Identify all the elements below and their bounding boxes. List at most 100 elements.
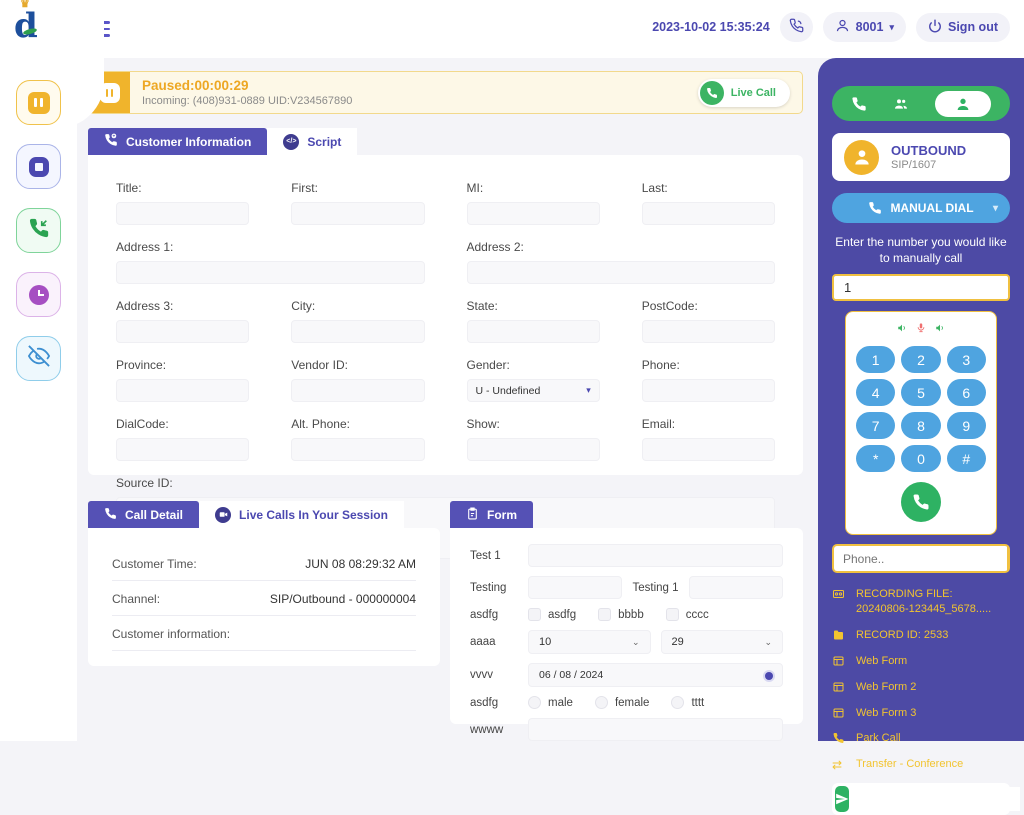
speaker-left-icon[interactable] bbox=[897, 320, 907, 338]
testing1-label: Testing 1 bbox=[632, 581, 679, 594]
test1-field[interactable] bbox=[528, 544, 783, 567]
web-form-2-link[interactable]: Web Form 2 bbox=[832, 680, 1010, 695]
select-second[interactable]: 29 ⌄ bbox=[660, 630, 783, 654]
dialcode-field[interactable] bbox=[116, 438, 250, 461]
dialpad-key-4[interactable]: 4 bbox=[856, 379, 896, 407]
phone-field[interactable] bbox=[641, 379, 775, 402]
dialpad-key-8[interactable]: 8 bbox=[901, 412, 941, 440]
title-label: Title: bbox=[116, 181, 142, 195]
dialpad-key-7[interactable]: 7 bbox=[856, 412, 896, 440]
city-field[interactable] bbox=[291, 320, 425, 343]
address3-field[interactable] bbox=[116, 320, 250, 343]
web-form-icon bbox=[832, 707, 846, 719]
radio-tttt[interactable] bbox=[671, 696, 685, 709]
select-group-label: aaaa bbox=[470, 636, 496, 648]
stop-recording-button[interactable] bbox=[16, 144, 61, 189]
testing-label: Testing bbox=[470, 581, 507, 594]
live-call-phone-icon bbox=[699, 81, 724, 105]
email-label: Email: bbox=[641, 417, 676, 431]
speaker-mute-button[interactable] bbox=[1009, 546, 1010, 571]
postcode-field[interactable] bbox=[641, 320, 775, 343]
phone-icon bbox=[913, 494, 929, 510]
hide-customer-button[interactable] bbox=[16, 336, 61, 381]
show-field[interactable] bbox=[466, 438, 600, 461]
pause-icon bbox=[27, 91, 50, 114]
incoming-call-button[interactable] bbox=[16, 208, 61, 253]
state-field[interactable] bbox=[466, 320, 600, 343]
dialpad-key-3[interactable]: 3 bbox=[946, 346, 986, 374]
pause-button[interactable] bbox=[16, 80, 61, 125]
checkbox-label: asdfg bbox=[548, 608, 577, 621]
web-form-link[interactable]: Web Form bbox=[832, 654, 1010, 669]
speaker-right-icon[interactable] bbox=[935, 320, 945, 338]
speaker-icon bbox=[1009, 552, 1010, 565]
tab-customer-information[interactable]: Customer Information bbox=[88, 128, 268, 155]
radio-label: female bbox=[614, 696, 650, 709]
live-call-badge[interactable]: Live Call bbox=[697, 79, 790, 107]
send-button[interactable] bbox=[835, 786, 849, 813]
dialpad-key-6[interactable]: 6 bbox=[946, 379, 986, 407]
date-field[interactable]: 06 / 08 / 2024 bbox=[528, 663, 783, 687]
vendor-id-field[interactable] bbox=[291, 379, 425, 402]
web-form-3-link[interactable]: Web Form 3 bbox=[832, 706, 1010, 721]
call-history-button[interactable] bbox=[16, 272, 61, 317]
microphone-icon[interactable] bbox=[916, 320, 926, 338]
tab-script[interactable]: </> Script bbox=[267, 128, 358, 155]
manual-dial-dropdown[interactable]: MANUAL DIAL ▾ bbox=[832, 193, 1010, 223]
select-first[interactable]: 10 ⌄ bbox=[528, 630, 651, 654]
live-call-label: Live Call bbox=[730, 87, 776, 99]
testing-field[interactable] bbox=[528, 576, 623, 599]
dialpad-key-star[interactable]: * bbox=[856, 445, 896, 473]
call-button[interactable] bbox=[901, 482, 941, 523]
dialpad-key-5[interactable]: 5 bbox=[901, 379, 941, 407]
phone-mode-button[interactable] bbox=[851, 96, 867, 112]
checkbox-asdfg[interactable] bbox=[528, 608, 541, 621]
province-field[interactable] bbox=[116, 379, 250, 402]
tab-form[interactable]: Form bbox=[450, 501, 533, 528]
email-field[interactable] bbox=[641, 438, 775, 461]
row-label: Customer Time: bbox=[112, 557, 197, 571]
dialpad-key-9[interactable]: 9 bbox=[946, 412, 986, 440]
gender-select[interactable]: U - Undefined ▾ bbox=[466, 379, 600, 402]
address2-field[interactable] bbox=[466, 261, 775, 284]
agent-extension-menu[interactable]: 8001 ▾ bbox=[822, 12, 906, 42]
transfer-conference-link[interactable]: ⇄ Transfer - Conference bbox=[832, 757, 1010, 772]
paper-plane-icon bbox=[836, 794, 849, 805]
link-label: Park Call bbox=[856, 732, 901, 745]
dialpad-key-hash[interactable]: # bbox=[946, 445, 986, 473]
phone-search-input[interactable] bbox=[834, 546, 1007, 572]
title-field[interactable] bbox=[116, 202, 250, 225]
sign-out-button[interactable]: Sign out bbox=[916, 12, 1010, 42]
tab-call-detail[interactable]: Call Detail bbox=[88, 501, 200, 528]
dial-instruction: Enter the number you would like to manua… bbox=[835, 235, 1007, 266]
recording-file-link[interactable]: RECORDING FILE: 20240806-123445_5678....… bbox=[832, 587, 1010, 617]
eye-off-icon bbox=[27, 345, 50, 372]
testing1-field[interactable] bbox=[688, 576, 783, 599]
conference-mode-button[interactable] bbox=[892, 96, 910, 112]
action-links: RECORDING FILE: 20240806-123445_5678....… bbox=[832, 587, 1010, 772]
dialpad-key-2[interactable]: 2 bbox=[901, 346, 941, 374]
alt-phone-field[interactable] bbox=[291, 438, 425, 461]
manual-number-input[interactable] bbox=[832, 274, 1010, 302]
checkbox-cccc[interactable] bbox=[665, 608, 679, 621]
agent-mode-button-active[interactable] bbox=[935, 90, 992, 117]
last-name-field[interactable] bbox=[641, 202, 775, 225]
dialpad-key-1[interactable]: 1 bbox=[856, 346, 896, 374]
tab-live-calls-in-session[interactable]: Live Calls In Your Session bbox=[199, 501, 404, 528]
quick-dial-input[interactable] bbox=[849, 787, 1020, 812]
address3-label: Address 3: bbox=[116, 299, 174, 313]
paused-timer: Paused:00:00:29 bbox=[142, 78, 249, 93]
phone-call-button[interactable] bbox=[779, 12, 813, 42]
paused-banner: Paused:00:00:29 Incoming: (408)931-0889 … bbox=[88, 71, 803, 114]
radio-male[interactable] bbox=[528, 696, 541, 709]
checkbox-bbbb[interactable] bbox=[598, 608, 612, 621]
mi-field[interactable] bbox=[466, 202, 600, 225]
record-id-link[interactable]: RECORD ID: 2533 bbox=[832, 628, 1010, 643]
radio-female[interactable] bbox=[594, 696, 608, 709]
wwww-field[interactable] bbox=[528, 718, 783, 741]
dialpad-key-0[interactable]: 0 bbox=[901, 445, 941, 473]
park-call-link[interactable]: Park Call bbox=[832, 731, 1010, 746]
first-name-field[interactable] bbox=[291, 202, 425, 225]
address1-field[interactable] bbox=[116, 261, 425, 284]
park-call-icon bbox=[832, 732, 846, 744]
